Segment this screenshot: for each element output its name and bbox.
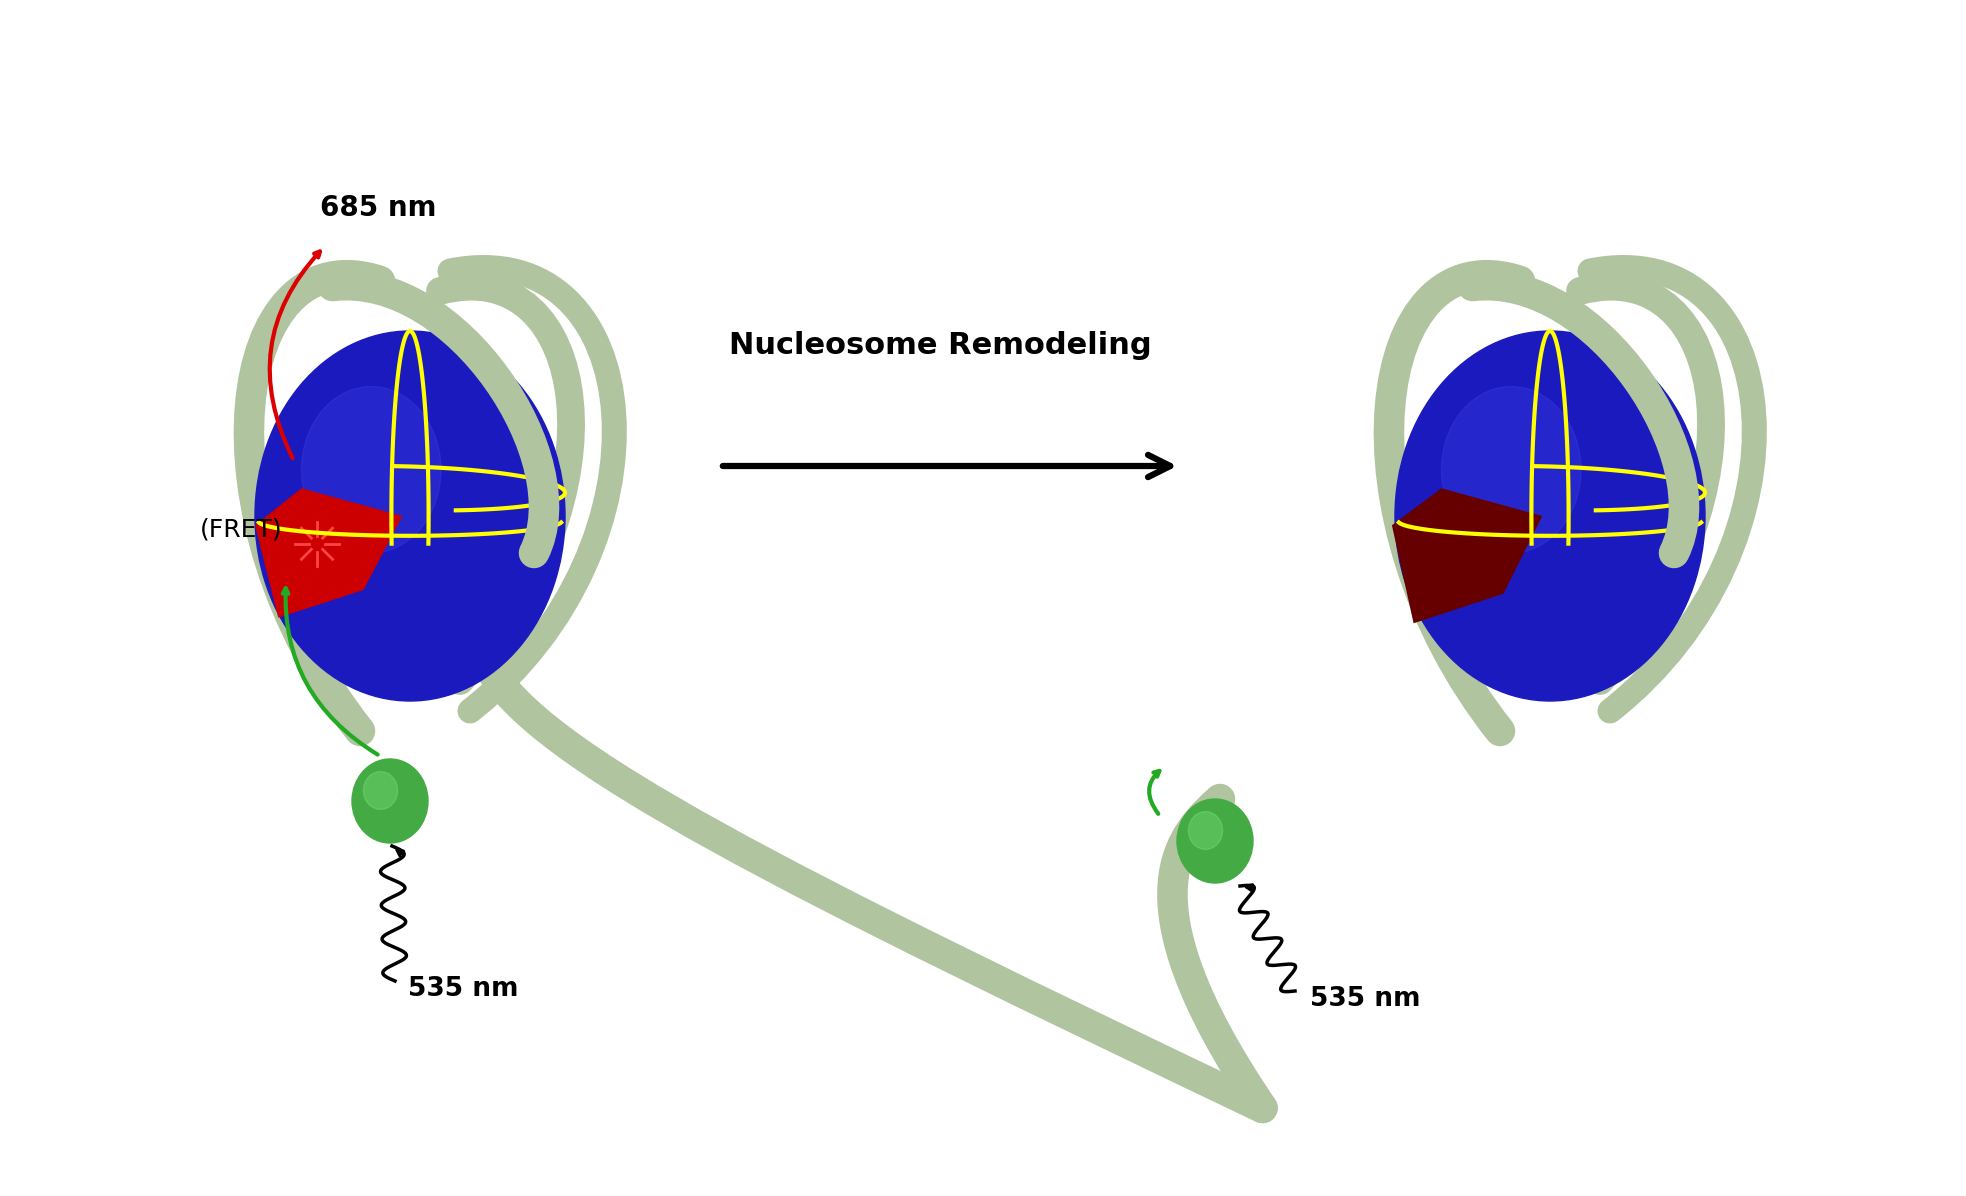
Ellipse shape [1178, 799, 1252, 883]
Text: 685 nm: 685 nm [320, 194, 436, 222]
Text: 535 nm: 535 nm [409, 976, 519, 1002]
Text: 535 nm: 535 nm [1309, 986, 1421, 1012]
Polygon shape [256, 488, 403, 618]
Ellipse shape [1396, 331, 1705, 701]
Ellipse shape [364, 771, 397, 810]
Ellipse shape [301, 386, 440, 553]
Ellipse shape [256, 331, 564, 701]
Text: (FRET): (FRET) [201, 517, 283, 541]
Ellipse shape [1187, 812, 1223, 849]
Text: Nucleosome Remodeling: Nucleosome Remodeling [729, 331, 1152, 360]
Ellipse shape [352, 759, 429, 843]
Polygon shape [1392, 488, 1541, 623]
Ellipse shape [1441, 386, 1581, 553]
